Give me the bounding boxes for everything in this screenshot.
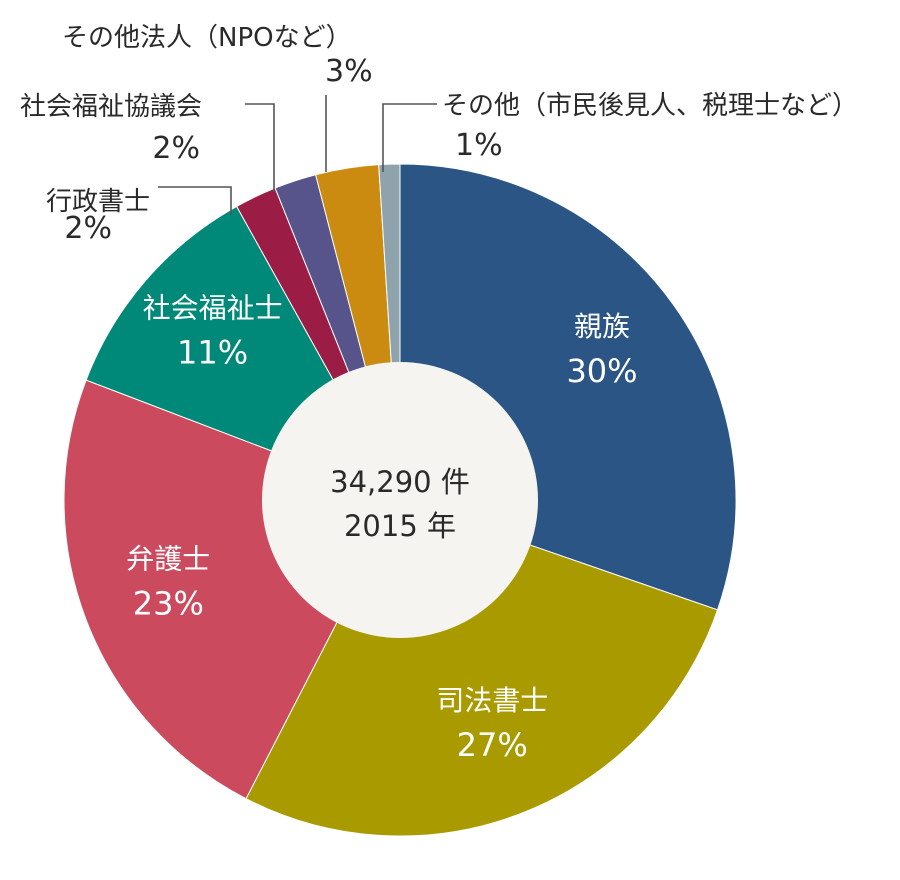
center-total: 34,290 件 (330, 465, 470, 499)
slice-5-value: 2% (64, 211, 112, 246)
donut-center (262, 362, 538, 638)
slice-4-label: 社会福祉士 (143, 292, 283, 325)
center-year: 2015 年 (344, 509, 456, 543)
slice-8-label: その他（市民後見人、税理士など） (442, 91, 858, 121)
slice-8-value: 1% (455, 128, 503, 163)
slice-7-label: その他法人（NPOなど） (62, 23, 352, 53)
slice-5-leader-line (158, 186, 232, 215)
slice-5-label: 行政書士 (46, 187, 150, 217)
slice-8-leader-line (382, 103, 437, 172)
slice-3-label: 弁護士 (126, 543, 210, 576)
slice-7-value: 3% (325, 54, 373, 89)
slice-3-value: 23% (133, 585, 204, 623)
slice-1-label: 親族 (574, 310, 630, 343)
slice-4-value: 11% (177, 334, 248, 372)
slice-2-value: 27% (457, 726, 528, 764)
slice-6-label: 社会福祉協議会 (20, 92, 202, 122)
slice-6-leader-line (245, 103, 275, 192)
slice-1-value: 30% (566, 352, 637, 390)
slice-6-value: 2% (152, 131, 200, 166)
slice-2-label: 司法書士 (436, 684, 548, 717)
